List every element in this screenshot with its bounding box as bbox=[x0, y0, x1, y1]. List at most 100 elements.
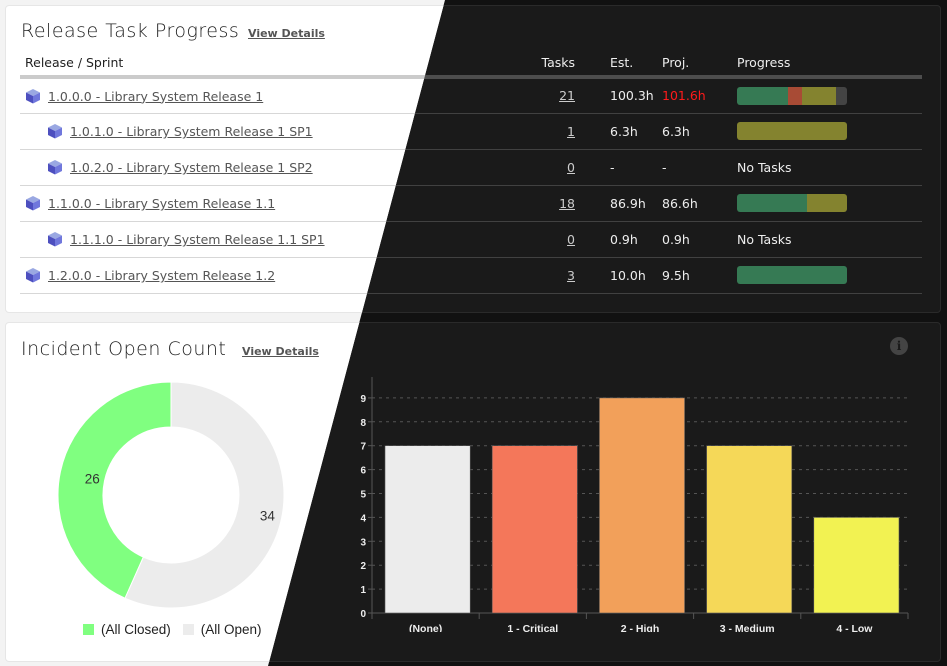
est-hours: 86.9h bbox=[583, 185, 662, 222]
task-count-link[interactable]: 1 bbox=[567, 123, 575, 139]
y-tick-label: 9 bbox=[360, 394, 366, 405]
col-tasks[interactable]: Tasks bbox=[511, 51, 583, 79]
tasks-cell: 21 bbox=[511, 77, 583, 114]
table-row: 1.0.2.0 - Library System Release 1 SP2 0… bbox=[20, 149, 922, 186]
bar bbox=[491, 445, 578, 614]
release-cube-icon bbox=[25, 267, 41, 283]
release-cube-icon bbox=[25, 195, 41, 211]
est-hours: 100.3h bbox=[583, 77, 662, 114]
bar bbox=[813, 517, 900, 614]
y-tick-label: 4 bbox=[360, 513, 366, 524]
progress-cell bbox=[737, 77, 922, 114]
release-link[interactable]: 1.0.1.0 - Library System Release 1 SP1 bbox=[70, 124, 313, 139]
release-cube-icon bbox=[25, 88, 41, 104]
release-table: Release / Sprint Tasks Est. Proj. Progre… bbox=[20, 51, 922, 294]
release-link[interactable]: 1.1.0.0 - Library System Release 1.1 bbox=[48, 196, 276, 211]
proj-hours: - bbox=[662, 149, 737, 186]
name-cell: 1.0.1.0 - Library System Release 1 SP1 bbox=[20, 113, 511, 150]
y-tick-label: 3 bbox=[360, 537, 366, 548]
progress-segment bbox=[737, 266, 847, 284]
est-hours: - bbox=[583, 149, 662, 186]
no-tasks-label: No Tasks bbox=[737, 159, 792, 175]
view-details-link[interactable]: View Details bbox=[242, 345, 319, 358]
info-icon[interactable]: i bbox=[890, 337, 908, 355]
tasks-cell: 1 bbox=[511, 113, 583, 150]
y-tick-label: 1 bbox=[360, 585, 366, 596]
release-link[interactable]: 1.0.2.0 - Library System Release 1 SP2 bbox=[70, 160, 313, 175]
release-task-progress-panel: Release Task Progress View Details Relea… bbox=[5, 5, 941, 313]
est-hours: 0.9h bbox=[583, 221, 662, 258]
name-cell: 1.1.0.0 - Library System Release 1.1 bbox=[20, 185, 511, 222]
bar bbox=[706, 445, 793, 614]
legend-item-closed[interactable]: (All Closed) bbox=[83, 622, 171, 637]
task-count-link[interactable]: 0 bbox=[567, 231, 575, 247]
col-proj[interactable]: Proj. bbox=[662, 51, 737, 79]
x-tick-label: 1 - Critical bbox=[507, 623, 558, 632]
y-tick-label: 0 bbox=[360, 609, 366, 620]
table-row: 1.1.0.0 - Library System Release 1.1 18 … bbox=[20, 185, 922, 222]
name-cell: 1.1.1.0 - Library System Release 1.1 SP1 bbox=[20, 221, 511, 258]
est-hours: 10.0h bbox=[583, 257, 662, 294]
donut-slice bbox=[57, 381, 172, 599]
table-row: 1.1.1.0 - Library System Release 1.1 SP1… bbox=[20, 221, 922, 258]
panel-title: Incident Open Count bbox=[21, 338, 227, 360]
task-count-link[interactable]: 18 bbox=[559, 195, 575, 211]
tasks-cell: 3 bbox=[511, 257, 583, 294]
legend-item-open[interactable]: (All Open) bbox=[182, 622, 262, 637]
proj-hours: 86.6h bbox=[662, 185, 737, 222]
x-tick-label: 2 - High bbox=[621, 623, 660, 632]
progress-bar bbox=[737, 194, 847, 212]
proj-hours: 101.6h bbox=[662, 77, 737, 114]
col-progress: Progress bbox=[737, 51, 922, 79]
y-tick-label: 2 bbox=[360, 561, 366, 572]
progress-segment bbox=[737, 122, 847, 140]
table-header: Release / Sprint Tasks Est. Proj. Progre… bbox=[20, 51, 922, 79]
release-link[interactable]: 1.2.0.0 - Library System Release 1.2 bbox=[48, 268, 276, 283]
tasks-cell: 18 bbox=[511, 185, 583, 222]
x-tick-label: 4 - Low bbox=[836, 623, 873, 632]
progress-segment bbox=[737, 86, 788, 105]
panel-title: Release Task Progress bbox=[21, 20, 240, 42]
tasks-cell: 0 bbox=[511, 149, 583, 186]
progress-segment bbox=[835, 86, 847, 105]
release-link[interactable]: 1.1.1.0 - Library System Release 1.1 SP1 bbox=[70, 232, 325, 247]
release-cube-icon bbox=[47, 123, 63, 139]
est-hours: 6.3h bbox=[583, 113, 662, 150]
no-tasks-label: No Tasks bbox=[737, 231, 792, 247]
table-body: 1.0.0.0 - Library System Release 1 21 10… bbox=[20, 77, 922, 294]
table-row: 1.0.0.0 - Library System Release 1 21 10… bbox=[20, 77, 922, 114]
legend-swatch bbox=[83, 624, 94, 635]
name-cell: 1.0.0.0 - Library System Release 1 bbox=[20, 77, 511, 114]
incident-open-count-panel: Incident Open Count View Details i 26 3 4 … bbox=[5, 322, 941, 662]
donut-value-label: 34 bbox=[260, 508, 276, 523]
y-tick-label: 8 bbox=[360, 418, 366, 429]
proj-hours: 9.5h bbox=[662, 257, 737, 294]
progress-segment bbox=[787, 86, 802, 105]
name-cell: 1.2.0.0 - Library System Release 1.2 bbox=[20, 257, 511, 294]
progress-cell bbox=[737, 185, 922, 222]
release-cube-icon bbox=[47, 159, 63, 175]
y-tick-label: 5 bbox=[360, 490, 366, 501]
task-count-link[interactable]: 0 bbox=[567, 159, 575, 175]
progress-bar bbox=[737, 122, 847, 140]
task-count-link[interactable]: 21 bbox=[559, 88, 575, 104]
bar bbox=[384, 445, 471, 614]
bar bbox=[599, 397, 685, 614]
release-cube-icon bbox=[47, 231, 63, 247]
donut-legend: (All Closed) (All Open) bbox=[83, 622, 262, 637]
col-est[interactable]: Est. bbox=[583, 51, 662, 79]
col-release-sprint[interactable]: Release / Sprint bbox=[20, 51, 511, 79]
progress-cell: No Tasks bbox=[737, 149, 922, 186]
donut-value-label: 26 bbox=[85, 471, 100, 486]
legend-label: (All Closed) bbox=[101, 622, 171, 637]
progress-segment bbox=[807, 194, 847, 212]
task-count-link[interactable]: 3 bbox=[567, 267, 575, 283]
name-cell: 1.0.2.0 - Library System Release 1 SP2 bbox=[20, 149, 511, 186]
view-details-link[interactable]: View Details bbox=[248, 27, 325, 40]
release-link[interactable]: 1.0.0.0 - Library System Release 1 bbox=[48, 88, 264, 104]
donut-chart: 26 34 bbox=[57, 381, 285, 609]
progress-bar bbox=[737, 266, 847, 284]
legend-swatch bbox=[182, 624, 194, 635]
x-tick-label: 3 - Medium bbox=[720, 623, 775, 632]
